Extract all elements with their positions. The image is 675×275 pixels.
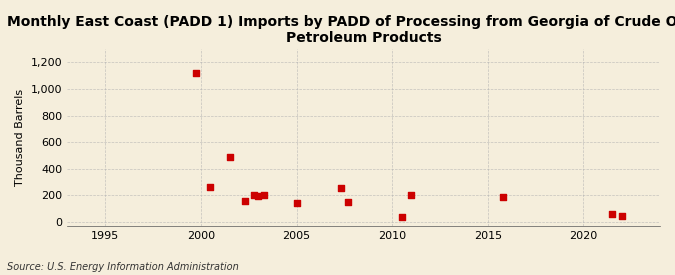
Point xyxy=(240,199,250,204)
Text: Source: U.S. Energy Information Administration: Source: U.S. Energy Information Administ… xyxy=(7,262,238,272)
Point xyxy=(249,192,260,197)
Point xyxy=(396,215,407,219)
Point xyxy=(291,200,302,205)
Point xyxy=(253,194,264,198)
Point xyxy=(616,214,627,218)
Point xyxy=(259,193,269,197)
Title: Monthly East Coast (PADD 1) Imports by PADD of Processing from Georgia of Crude : Monthly East Coast (PADD 1) Imports by P… xyxy=(7,15,675,45)
Point xyxy=(497,195,508,200)
Y-axis label: Thousand Barrels: Thousand Barrels xyxy=(15,89,25,186)
Point xyxy=(406,192,416,197)
Point xyxy=(191,71,202,75)
Point xyxy=(335,185,346,190)
Point xyxy=(205,185,216,189)
Point xyxy=(607,212,618,216)
Point xyxy=(343,200,354,204)
Point xyxy=(224,155,235,159)
